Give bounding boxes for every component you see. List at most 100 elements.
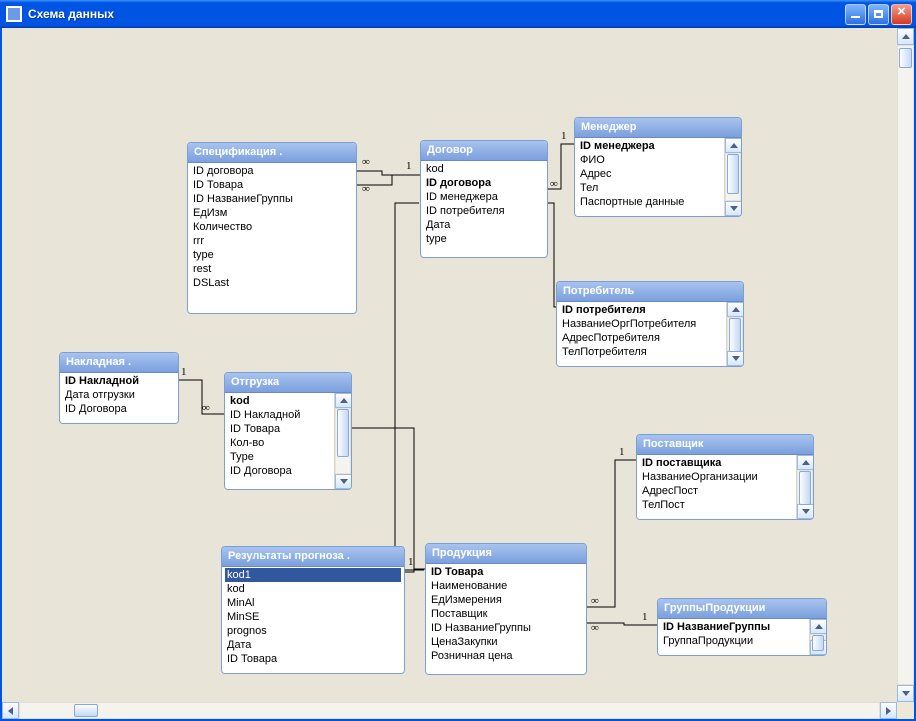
scroll-down-button[interactable] — [335, 474, 351, 489]
field[interactable]: Адрес — [578, 167, 721, 181]
field[interactable]: kod1 — [225, 568, 401, 582]
scroll-up-button[interactable] — [897, 28, 914, 45]
table-results[interactable]: Результаты прогноза .kod1kodMinAlMinSEpr… — [221, 546, 405, 674]
field[interactable]: Количество — [191, 220, 353, 234]
field[interactable]: Type — [228, 450, 331, 464]
field-list[interactable]: ID НазваниеГруппыГруппаПродукции — [658, 619, 809, 655]
field[interactable]: ID менеджера — [424, 190, 544, 204]
field[interactable]: Дата отгрузки — [63, 388, 175, 402]
field[interactable]: ID менеджера — [578, 139, 721, 153]
field[interactable]: ID Товара — [191, 178, 353, 192]
field[interactable]: MinAl — [225, 596, 401, 610]
field[interactable]: ID Товара — [228, 422, 331, 436]
scroll-track[interactable] — [725, 153, 741, 201]
field[interactable]: ID потребителя — [424, 204, 544, 218]
scroll-down-button[interactable] — [797, 504, 813, 519]
maximize-button[interactable] — [868, 4, 889, 25]
field[interactable]: prognos — [225, 624, 401, 638]
table-header[interactable]: ГруппыПродукции — [658, 599, 826, 619]
table-manager[interactable]: МенеджерID менеджераФИОАдресТелПаспортны… — [574, 117, 742, 217]
field[interactable]: ID НазваниеГруппы — [661, 620, 806, 634]
scroll-down-button[interactable] — [725, 201, 741, 216]
hscroll-track[interactable] — [19, 702, 880, 719]
table-groups[interactable]: ГруппыПродукцииID НазваниеГруппыГруппаПр… — [657, 598, 827, 656]
field[interactable]: Розничная цена — [429, 649, 583, 663]
scroll-track[interactable] — [810, 634, 826, 640]
table-header[interactable]: Продукция — [426, 544, 586, 564]
table-header[interactable]: Потребитель — [557, 282, 743, 302]
field[interactable]: rrr — [191, 234, 353, 248]
scroll-thumb[interactable] — [799, 471, 811, 505]
scroll-left-button[interactable] — [2, 702, 19, 719]
field[interactable]: Поставщик — [429, 607, 583, 621]
scroll-track[interactable] — [797, 470, 813, 504]
scroll-up-button[interactable] — [810, 619, 826, 634]
field[interactable]: rest — [191, 262, 353, 276]
diagram-canvas[interactable]: Спецификация .ID договораID ТовараID Наз… — [2, 28, 896, 701]
table-nakladnaya[interactable]: Накладная .ID НакладнойДата отгрузкиID Д… — [59, 352, 179, 424]
vscroll-thumb[interactable] — [899, 48, 912, 68]
field[interactable]: kod — [228, 394, 331, 408]
field[interactable]: ID Договора — [228, 464, 331, 478]
field[interactable]: ЕдИзмерения — [429, 593, 583, 607]
scroll-up-button[interactable] — [727, 302, 743, 317]
table-product[interactable]: ПродукцияID ТовараНаименованиеЕдИзмерени… — [425, 543, 587, 675]
field-list[interactable]: ID договораID ТовараID НазваниеГруппыЕдИ… — [188, 163, 356, 313]
table-header[interactable]: Результаты прогноза . — [222, 547, 404, 567]
table-spec[interactable]: Спецификация .ID договораID ТовараID Наз… — [187, 142, 357, 314]
field[interactable]: ТелПотребителя — [560, 345, 723, 359]
scroll-track[interactable] — [727, 317, 743, 351]
field-list[interactable]: ID менеджераФИОАдресТелПаспортные данные — [575, 138, 724, 216]
field[interactable]: ID НазваниеГруппы — [429, 621, 583, 635]
field-list[interactable]: ID НакладнойДата отгрузкиID Договора — [60, 373, 178, 423]
field[interactable]: ID поставщика — [640, 456, 793, 470]
field[interactable]: ID Накладной — [63, 374, 175, 388]
field[interactable]: ТелПост — [640, 498, 793, 512]
field[interactable]: Тел — [578, 181, 721, 195]
field[interactable]: НазваниеОргПотребителя — [560, 317, 723, 331]
field[interactable]: ID договора — [191, 164, 353, 178]
scroll-thumb[interactable] — [812, 635, 824, 651]
field[interactable]: Паспортные данные — [578, 195, 721, 209]
field-list[interactable]: kod1kodMinAlMinSEprognosДатаID Товара — [222, 567, 404, 673]
table-scrollbar[interactable] — [809, 619, 826, 655]
scroll-right-button[interactable] — [880, 702, 897, 719]
scroll-track[interactable] — [335, 408, 351, 474]
field[interactable]: ID договора — [424, 176, 544, 190]
field[interactable]: Дата — [225, 638, 401, 652]
field[interactable]: Кол-во — [228, 436, 331, 450]
table-header[interactable]: Менеджер — [575, 118, 741, 138]
scroll-down-button[interactable] — [727, 351, 743, 366]
table-consumer[interactable]: ПотребительID потребителяНазваниеОргПотр… — [556, 281, 744, 367]
field[interactable]: type — [191, 248, 353, 262]
scroll-thumb[interactable] — [337, 409, 349, 457]
table-scrollbar[interactable] — [726, 302, 743, 366]
field[interactable]: ID Договора — [63, 402, 175, 416]
field[interactable]: ID Товара — [225, 652, 401, 666]
titlebar[interactable]: Схема данных — [0, 0, 916, 28]
table-scrollbar[interactable] — [724, 138, 741, 216]
field[interactable]: Наименование — [429, 579, 583, 593]
close-button[interactable] — [891, 4, 912, 25]
field[interactable]: ID потребителя — [560, 303, 723, 317]
field[interactable]: DSLast — [191, 276, 353, 290]
field[interactable]: НазваниеОрганизации — [640, 470, 793, 484]
field[interactable]: ФИО — [578, 153, 721, 167]
field[interactable]: kod — [225, 582, 401, 596]
field[interactable]: MinSE — [225, 610, 401, 624]
field[interactable]: ЕдИзм — [191, 206, 353, 220]
scroll-thumb[interactable] — [727, 154, 739, 194]
scroll-up-button[interactable] — [797, 455, 813, 470]
field[interactable]: ID НазваниеГруппы — [191, 192, 353, 206]
scroll-thumb[interactable] — [729, 318, 741, 352]
horizontal-scrollbar[interactable] — [2, 702, 897, 719]
field[interactable]: kod — [424, 162, 544, 176]
vertical-scrollbar[interactable] — [897, 28, 914, 702]
vscroll-track[interactable] — [897, 45, 914, 685]
field-list[interactable]: ID поставщикаНазваниеОрганизацииАдресПос… — [637, 455, 796, 519]
minimize-button[interactable] — [845, 4, 866, 25]
field[interactable]: АдресПотребителя — [560, 331, 723, 345]
scroll-down-button[interactable] — [897, 685, 914, 702]
scroll-up-button[interactable] — [725, 138, 741, 153]
table-header[interactable]: Поставщик — [637, 435, 813, 455]
